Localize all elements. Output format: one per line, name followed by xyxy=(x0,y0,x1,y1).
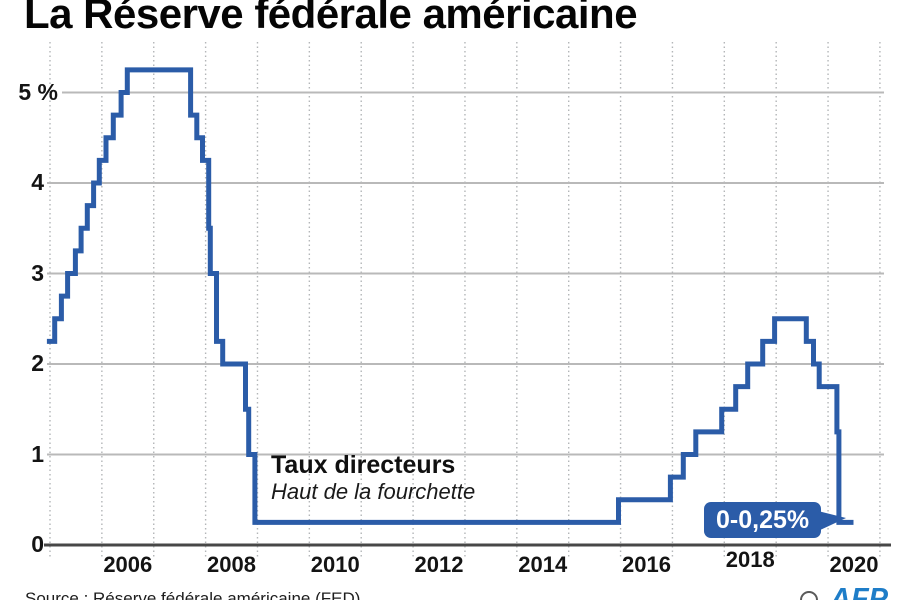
y-tick-label: 0 xyxy=(31,531,44,557)
rate-line xyxy=(46,67,854,525)
x-tick-label: 2008 xyxy=(207,552,256,577)
final-rate-badge: 0-0,25% xyxy=(704,502,847,538)
copyright-circle-icon xyxy=(800,591,818,600)
series-label: Taux directeurs xyxy=(271,451,456,479)
x-tick-label: 2012 xyxy=(414,552,464,577)
agency-credit: AFP xyxy=(800,585,888,600)
x-tick-label: 2020 xyxy=(829,552,879,577)
final-rate-value: 0-0,25% xyxy=(716,505,810,534)
x-tick-label: 2006 xyxy=(103,552,153,577)
y-tick-label: 1 xyxy=(31,440,44,467)
x-tick-label: 2016 xyxy=(622,552,671,577)
y-tick-label: 4 xyxy=(31,169,44,195)
y-tick-label: 3 xyxy=(31,259,44,286)
chart-title: La Réserve fédérale américaine xyxy=(24,0,638,37)
x-tick-label: 2014 xyxy=(518,552,568,577)
y-tick-label: 2 xyxy=(31,350,44,376)
badge-pointer-arrow xyxy=(818,511,847,531)
series-sublabel: Haut de la fourchette xyxy=(271,479,476,504)
x-tick-label: 2018 xyxy=(725,547,775,572)
series-annotation: Taux directeurs Haut de la fourchette xyxy=(271,451,475,505)
x-tick-label: 2010 xyxy=(310,552,360,577)
y-tick-label: 5 % xyxy=(18,78,58,105)
source-caption: Source : Réserve fédérale américaine (FE… xyxy=(25,589,361,600)
afp-logo: AFP xyxy=(830,583,888,600)
